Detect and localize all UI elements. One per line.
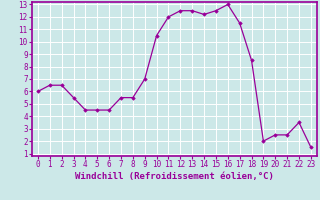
X-axis label: Windchill (Refroidissement éolien,°C): Windchill (Refroidissement éolien,°C) xyxy=(75,172,274,181)
